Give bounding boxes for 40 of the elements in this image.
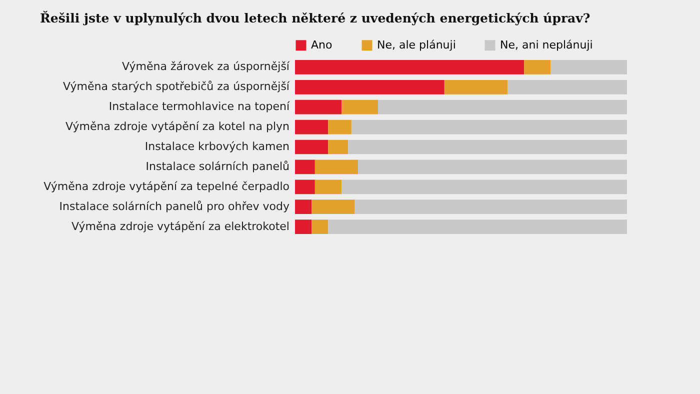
legend-label: Ano: [311, 38, 332, 52]
bar: [295, 120, 328, 134]
y-tick-label: Výměna zdroje vytápění za elektrokotel: [71, 220, 290, 233]
bar: [295, 80, 444, 94]
bar: [550, 60, 627, 74]
y-tick-label: Instalace solárních panelů pro ohřev vody: [59, 200, 290, 213]
bar: [314, 160, 358, 174]
bar: [314, 180, 342, 194]
bar: [351, 120, 627, 134]
bar: [295, 220, 312, 234]
bar: [444, 80, 508, 94]
y-tick-label: Výměna žárovek za úspornější: [122, 60, 290, 74]
chart-title: Řešili jste v uplynulých dvou letech některé z uvedených energetických úprav?: [40, 10, 590, 26]
bar: [312, 200, 355, 214]
bar: [524, 60, 551, 74]
bar: [328, 120, 352, 134]
bar: [507, 80, 627, 94]
bar: [348, 140, 627, 154]
y-tick-label: Výměna zdroje vytápění za kotel na plyn: [66, 120, 290, 134]
y-tick-label: Instalace krbových kamen: [144, 140, 290, 153]
bar: [378, 100, 627, 114]
y-tick-label: Výměna starých spotřebičů za úspornější: [63, 80, 290, 94]
bar: [328, 140, 348, 154]
bar: [295, 100, 342, 114]
bar: [358, 160, 627, 174]
bar: [341, 180, 627, 194]
bar: [354, 200, 627, 214]
bar: [312, 220, 328, 234]
y-tick-label: Instalace termohlavice na topení: [108, 100, 290, 114]
bar: [295, 160, 315, 174]
legend-label: Ne, ale plánuji: [377, 38, 456, 52]
bar: [328, 220, 627, 234]
y-tick-label: Instalace solárních panelů: [146, 160, 290, 173]
y-tick-label: Výměna zdroje vytápění za tepelné čerpadlo: [44, 180, 290, 193]
bar: [341, 100, 378, 114]
bar: [295, 140, 328, 154]
bar: [295, 60, 524, 74]
bar: [295, 200, 312, 214]
legend-label: Ne, ani neplánuji: [500, 38, 593, 52]
bar: [295, 180, 315, 194]
